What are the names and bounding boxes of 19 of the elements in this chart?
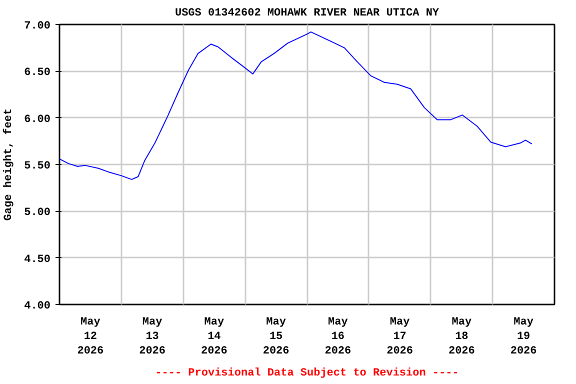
text: ---- Provisional Data Subject to Revision ----: [155, 368, 459, 380]
y-tick-label: 5.00: [24, 207, 50, 220]
x-tick-label: May 13 2026: [139, 316, 166, 358]
line-series: [60, 31, 532, 180]
y-tick-label: 6.00: [24, 114, 50, 126]
x-tick-label: May 18 2026: [448, 316, 475, 358]
y-tick-label: 4.00: [24, 300, 50, 312]
y-tick-label: 4.50: [24, 254, 50, 266]
x-tick-label: May 19 2026: [510, 316, 537, 358]
x-tick-label: May 16 2026: [324, 316, 352, 358]
y-tick-label: 5.50: [24, 160, 50, 172]
y-tick-label: 7.00: [24, 20, 50, 32]
x-tick-label: May 17 2026: [386, 316, 414, 358]
y-tick-label: 6.50: [24, 67, 50, 80]
x-tick-label: May 12 2026: [77, 316, 104, 358]
y-axis-title: Gage height, feet: [2, 108, 16, 221]
x-tick-label: May 15 2026: [262, 316, 290, 358]
chart-title: USGS 01342602 MOHAWK RIVER NEAR UTICA NY: [174, 8, 440, 20]
x-tick-label: May 14 2026: [200, 316, 228, 358]
